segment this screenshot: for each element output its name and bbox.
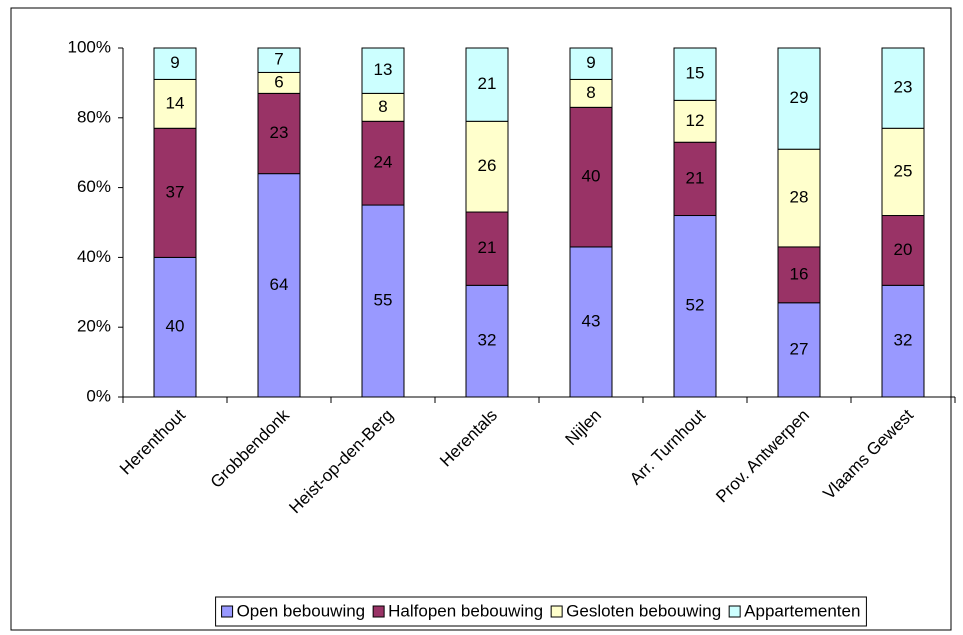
data-label: 13 bbox=[374, 60, 393, 79]
data-label: 55 bbox=[374, 291, 393, 310]
bar-segment bbox=[153, 47, 197, 80]
bar-segment bbox=[257, 92, 301, 175]
legend: Open bebouwing Halfopen bebouwing Gesloten… bbox=[221, 601, 860, 620]
bar-segment bbox=[777, 302, 821, 398]
data-label: 40 bbox=[582, 167, 601, 186]
legend-label: Gesloten bebouwing bbox=[566, 601, 721, 620]
bar-segment bbox=[673, 215, 717, 398]
data-label: 43 bbox=[582, 311, 601, 330]
data-label: 27 bbox=[790, 339, 809, 358]
y-tick-label: 80% bbox=[77, 107, 111, 126]
data-label: 40 bbox=[166, 317, 185, 336]
data-label: 52 bbox=[686, 296, 705, 315]
data-label: 6 bbox=[274, 72, 283, 91]
data-label: 23 bbox=[894, 78, 913, 97]
data-label: 28 bbox=[790, 188, 809, 207]
y-tick-label: 60% bbox=[77, 177, 111, 196]
legend-label: Open bebouwing bbox=[237, 601, 366, 620]
data-label: 7 bbox=[274, 50, 283, 69]
data-label: 21 bbox=[686, 168, 705, 187]
bar-segment bbox=[881, 215, 925, 286]
bar-segment bbox=[361, 92, 405, 122]
bar-segment bbox=[465, 211, 509, 286]
bar-segment bbox=[673, 99, 717, 143]
bar-segment bbox=[569, 78, 613, 108]
data-label: 21 bbox=[478, 238, 497, 257]
bar-segment bbox=[257, 173, 301, 398]
y-tick-label: 0% bbox=[86, 386, 111, 405]
bar-segment bbox=[673, 141, 717, 217]
bar-segment bbox=[153, 256, 197, 398]
data-label: 15 bbox=[686, 64, 705, 83]
data-label: 9 bbox=[586, 53, 595, 72]
bar-segment bbox=[257, 47, 301, 73]
bar-segment bbox=[361, 120, 405, 206]
bar-segment bbox=[361, 47, 405, 94]
data-label: 12 bbox=[686, 111, 705, 130]
bar-segment bbox=[465, 47, 509, 122]
data-label: 20 bbox=[894, 240, 913, 259]
data-label: 8 bbox=[586, 83, 595, 102]
legend-swatch bbox=[372, 605, 385, 618]
data-label: 9 bbox=[170, 53, 179, 72]
bar-segment bbox=[569, 106, 613, 248]
data-label: 21 bbox=[478, 74, 497, 93]
data-label: 14 bbox=[166, 93, 185, 112]
data-label: 64 bbox=[270, 275, 289, 294]
data-label: 16 bbox=[790, 264, 809, 283]
legend-box bbox=[215, 596, 867, 627]
bar-segment bbox=[569, 246, 613, 398]
bar-segment bbox=[777, 47, 821, 150]
bar-segment bbox=[465, 284, 509, 398]
legend-swatch bbox=[550, 605, 563, 618]
y-tick-label: 40% bbox=[77, 247, 111, 266]
data-label: 24 bbox=[374, 153, 393, 172]
bar-segment bbox=[569, 47, 613, 80]
data-label: 23 bbox=[270, 123, 289, 142]
y-tick-label: 100% bbox=[68, 37, 111, 56]
bar-segment bbox=[361, 204, 405, 398]
data-label: 32 bbox=[478, 331, 497, 350]
data-label: 26 bbox=[478, 156, 497, 175]
bar-segment bbox=[153, 78, 197, 129]
data-label: 25 bbox=[894, 161, 913, 180]
bar-segment bbox=[153, 127, 197, 258]
data-label: 29 bbox=[790, 88, 809, 107]
bar-segment bbox=[465, 120, 509, 213]
bar-segment bbox=[777, 246, 821, 304]
legend-label: Halfopen bebouwing bbox=[388, 601, 543, 620]
bar-segment bbox=[881, 47, 925, 129]
y-tick-label: 20% bbox=[77, 317, 111, 336]
legend-swatch bbox=[221, 605, 234, 618]
data-label: 37 bbox=[166, 182, 185, 201]
legend-label: Appartementen bbox=[744, 601, 860, 620]
data-label: 32 bbox=[894, 331, 913, 350]
data-label: 8 bbox=[378, 97, 387, 116]
legend-swatch bbox=[728, 605, 741, 618]
bar-segment bbox=[673, 47, 717, 101]
